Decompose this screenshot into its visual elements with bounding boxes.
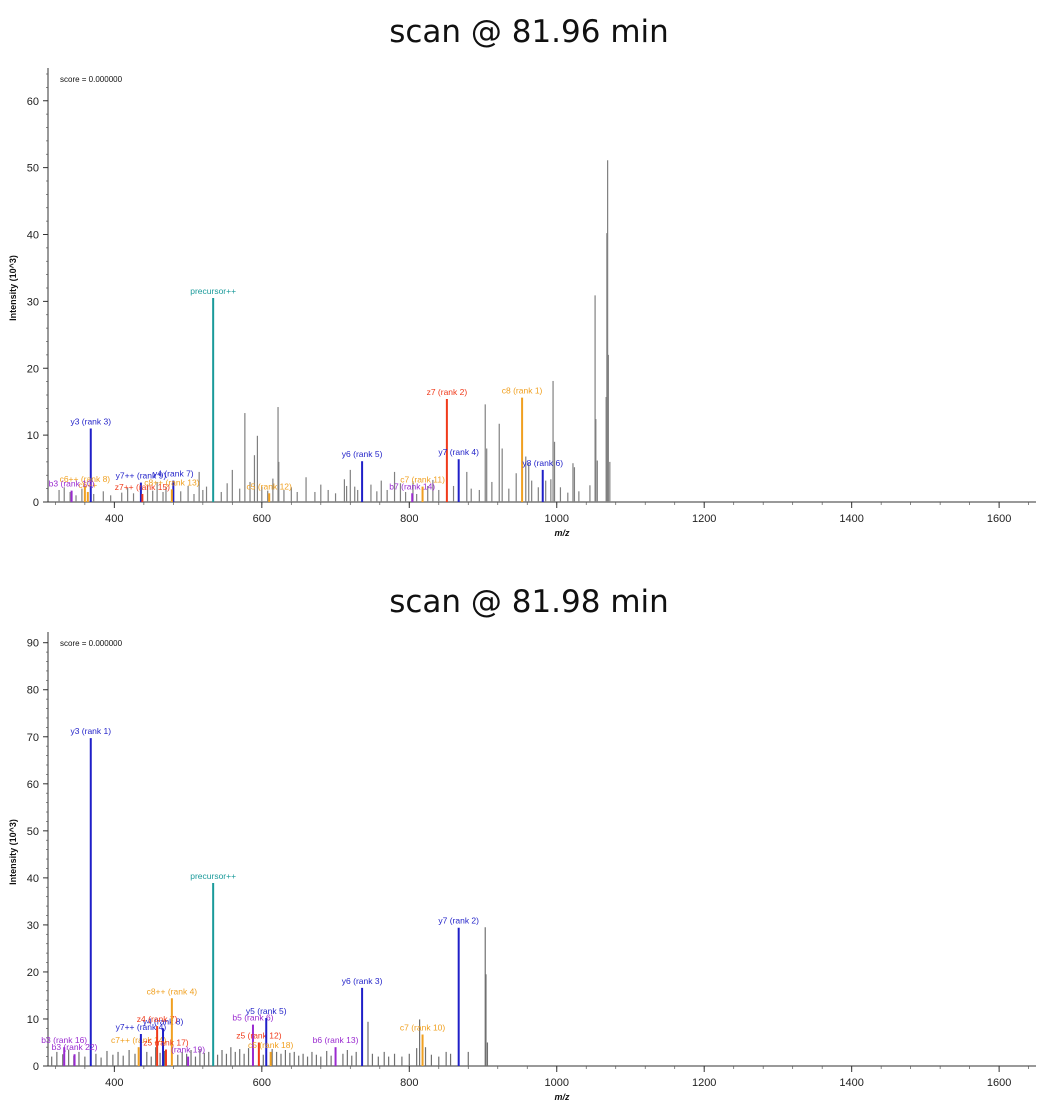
- y-tick-label: 70: [27, 732, 39, 744]
- x-tick-label: 1400: [839, 1077, 863, 1089]
- x-tick-label: 1000: [545, 513, 569, 525]
- x-axis-title: m/z: [554, 528, 570, 538]
- x-tick-label: 600: [253, 513, 271, 525]
- peak-label: b3 (rank 10): [49, 479, 95, 489]
- peak-label: precursor++: [190, 871, 236, 881]
- y-tick-label: 40: [27, 230, 39, 242]
- peak-label: y6 (rank 5): [342, 449, 383, 459]
- x-tick-label: 400: [105, 1077, 123, 1089]
- peak-label: precursor++: [190, 286, 236, 296]
- peak-label: z4 (rank 7): [137, 1014, 178, 1024]
- y-tick-label: 50: [27, 163, 39, 175]
- spectrum-plot: 0 10 20 30 40 50 60 70 80 90 400 600 800 1000 1200 1400…: [8, 632, 1036, 1102]
- peak-label: (rank 19): [171, 1045, 205, 1055]
- y-tick-label: 0: [33, 497, 39, 509]
- peak-label: z7++ (rank 15): [115, 482, 170, 492]
- peak-label: c6++ (rank 8): [60, 474, 111, 484]
- peak-label: c7 (rank 11): [400, 475, 445, 485]
- y-tick-label: 20: [27, 967, 39, 979]
- x-tick-label: 800: [400, 513, 418, 525]
- y-tick-label: 20: [27, 363, 39, 375]
- y-tick-label: 10: [27, 430, 39, 442]
- peak-label: c8++ (rank 4): [147, 986, 198, 996]
- x-tick-label: 400: [105, 513, 123, 525]
- peak-label: y7++ (rank 4): [116, 1022, 167, 1032]
- spectrum-panel-2: scan @ 81.98 min 0 10 20 30 40 50 60 70 80 90 400 6…: [0, 570, 1058, 1114]
- y-tick-label: 0: [33, 1061, 39, 1073]
- peak-label: c8 (rank 1): [502, 386, 543, 396]
- peak-label: y4 (rank 8): [143, 1016, 184, 1026]
- peak-label: b3 (rank 22): [52, 1042, 98, 1052]
- y-tick-label: 80: [27, 685, 39, 697]
- spectrum-plot: 0 10 20 30 40 50 60 400 600 800 1000 1200 1400 1600 m/…: [8, 68, 1036, 538]
- x-tick-label: 1600: [987, 513, 1011, 525]
- peak-label: y4 (rank 7): [153, 469, 194, 479]
- peak-label: z5 (rank 12): [236, 1030, 282, 1040]
- peak-label: b7 (rank 14): [389, 481, 435, 491]
- spectrum-panel-1: scan @ 81.96 min 0 10 20 30 40 50 60 400 600 800 1…: [8, 14, 1036, 538]
- peak-label: b6 (rank 13): [313, 1035, 359, 1045]
- y-tick-label: 60: [27, 779, 39, 791]
- y-axis-title: Intensity (10^3): [8, 255, 18, 321]
- peak-label: y3 (rank 3): [70, 416, 111, 426]
- y-tick-label: 90: [27, 638, 39, 650]
- y-tick-label: 50: [27, 826, 39, 838]
- chart-title: scan @ 81.96 min: [389, 14, 669, 50]
- y-tick-label: 30: [27, 920, 39, 932]
- peak-label: c7++ (rank 14): [111, 1035, 166, 1045]
- x-tick-label: 1400: [839, 513, 863, 525]
- peak-label: c7 (rank 10): [400, 1022, 446, 1032]
- chart-title: scan @ 81.98 min: [389, 584, 669, 620]
- peak-label: y5 (rank 5): [246, 1006, 287, 1016]
- peak-label: b3 (rank 16): [41, 1035, 87, 1045]
- peak-label: c6++: [78, 480, 97, 490]
- x-tick-label: 600: [253, 1077, 271, 1089]
- x-axis-title: m/z: [554, 1092, 570, 1102]
- peak-label: b5 (rank 6): [232, 1013, 273, 1023]
- peak-label: z5 (rank 17): [143, 1038, 189, 1048]
- x-tick-label: 800: [400, 1077, 418, 1089]
- score-label: score = 0.000000: [60, 75, 123, 84]
- y-tick-label: 10: [27, 1014, 39, 1026]
- peak-label: y7++ (rank 9): [116, 471, 167, 481]
- y-tick-label: 30: [27, 296, 39, 308]
- peak-label: y3 (rank 1): [70, 726, 111, 736]
- x-tick-label: 1000: [545, 1077, 569, 1089]
- score-label: score = 0.000000: [60, 639, 123, 648]
- peak-label: y7 (rank 4): [438, 447, 479, 457]
- peak-label: c5 (rank 12): [247, 481, 293, 491]
- peak-label: c8++ (rank 13): [144, 477, 199, 487]
- peak-label: y7 (rank 2): [438, 916, 479, 926]
- peak-label: y8 (rank 6): [522, 458, 563, 468]
- x-tick-label: 1200: [692, 1077, 716, 1089]
- peak-label: z7 (rank 2): [427, 387, 468, 397]
- peak-label: c5 (rank 18): [248, 1040, 294, 1050]
- x-tick-label: 1600: [987, 1077, 1011, 1089]
- x-tick-label: 1200: [692, 513, 716, 525]
- y-tick-label: 60: [27, 96, 39, 108]
- y-axis-title: Intensity (10^3): [8, 819, 18, 885]
- peak-label: y6 (rank 3): [342, 976, 383, 986]
- y-tick-label: 40: [27, 873, 39, 885]
